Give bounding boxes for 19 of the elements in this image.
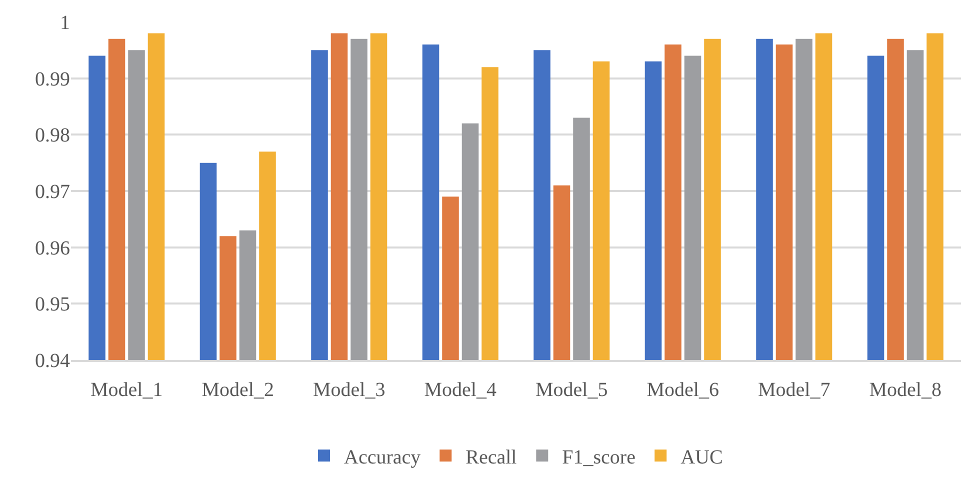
x-tick-label: Model_6 bbox=[646, 379, 719, 401]
x-tick-label: Model_1 bbox=[90, 379, 163, 401]
x-tick-label: Model_2 bbox=[202, 379, 274, 401]
y-tick-label: 0.97 bbox=[35, 181, 70, 203]
y-tick-label: 0.95 bbox=[35, 294, 70, 316]
x-tick-label: Model_8 bbox=[869, 379, 942, 401]
y-tick-label: 0.96 bbox=[35, 237, 70, 260]
y-tick-label: 1 bbox=[60, 12, 70, 34]
legend-label: Accuracy bbox=[344, 446, 421, 468]
legend-label: Recall bbox=[466, 446, 518, 468]
x-tick-label: Model_7 bbox=[758, 379, 830, 401]
legend-label: F1_score bbox=[562, 446, 636, 468]
x-tick-label: Model_4 bbox=[424, 379, 496, 401]
x-tick-label: Model_5 bbox=[536, 379, 608, 401]
y-tick-label: 0.99 bbox=[35, 68, 70, 90]
y-tick-label: 0.94 bbox=[35, 350, 70, 372]
legend-label: AUC bbox=[680, 446, 723, 468]
x-tick-label: Model_3 bbox=[313, 379, 386, 401]
y-tick-label: 0.98 bbox=[35, 124, 70, 147]
